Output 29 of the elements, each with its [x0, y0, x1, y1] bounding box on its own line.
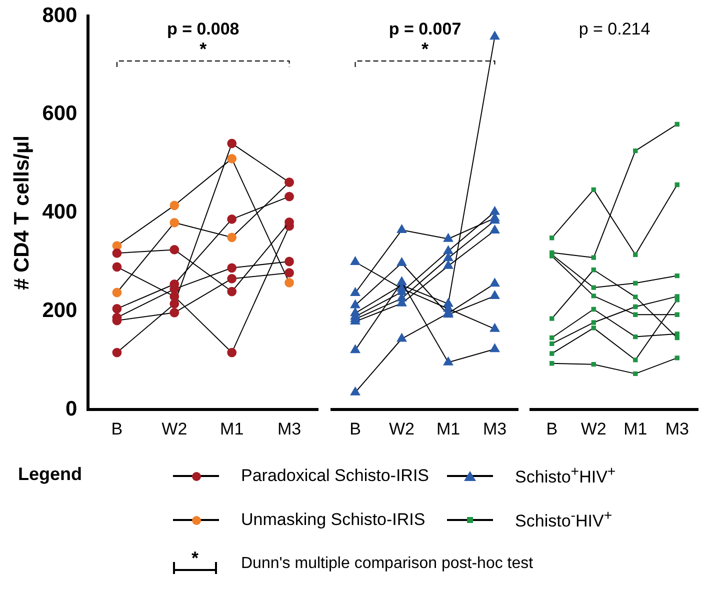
annotation: p = 0.008: [166, 20, 240, 39]
annotation: *: [421, 38, 429, 59]
y-tick-label: 400: [42, 200, 78, 224]
y-axis-title: # CD4 T cells/µl: [10, 136, 34, 290]
legend-title: Legend: [17, 464, 84, 485]
annotation: *: [200, 38, 207, 59]
x-tick-label: M3: [482, 419, 507, 438]
annotation: p = 0.214: [578, 20, 650, 39]
legend-label: Unmasking Schisto-IRIS: [241, 510, 426, 530]
x-tick-label: W2: [580, 419, 606, 438]
x-tick-label: B: [350, 419, 361, 438]
x-tick-label: M3: [277, 419, 302, 438]
x-tick-label: M1: [624, 419, 648, 438]
y-tick-label: 200: [42, 298, 78, 322]
text: Dunn's multiple comparison post-hoc test: [241, 555, 534, 573]
x-tick-label: B: [546, 419, 558, 438]
x-tick-label: W2: [162, 419, 188, 438]
legend-label: Schisto$^{+}$HIV$^{+}$: [515, 464, 616, 488]
y-tick-label: 0: [66, 397, 78, 420]
text: Schisto$^{-}$HIV$^{+}$: [515, 508, 612, 532]
x-tick-label: M3: [665, 419, 689, 438]
x-tick-label: M1: [436, 419, 460, 438]
x-tick-label: B: [111, 419, 123, 438]
annotation: p = 0.007: [388, 20, 462, 39]
x-tick-label: M1: [220, 419, 244, 438]
y-tick-label: 800: [42, 4, 78, 27]
legend-label: Paradoxical Schisto-IRIS: [241, 466, 430, 486]
y-tick-label: 600: [42, 102, 78, 126]
x-tick-label: W2: [389, 419, 414, 438]
